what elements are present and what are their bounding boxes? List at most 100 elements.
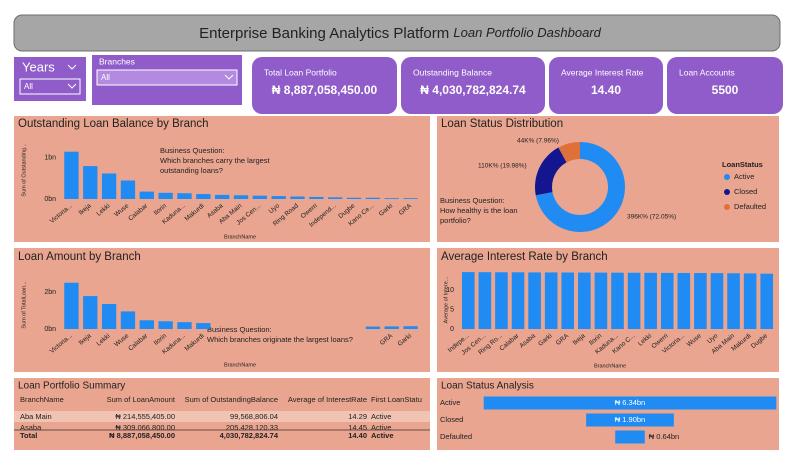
bar: [611, 272, 624, 329]
data-label: ₦ 6.34bn: [615, 398, 645, 407]
bar: [727, 273, 740, 329]
bar: [561, 272, 575, 329]
cell: Active: [371, 423, 391, 432]
y-axis-title: Average of Intere...: [443, 276, 449, 323]
legend-swatch: [724, 189, 730, 195]
bar: [594, 272, 608, 329]
bar: [64, 282, 79, 329]
funnel-bar: [586, 413, 674, 427]
y-tick-label: 0: [450, 326, 454, 333]
y-tick-label: 10: [446, 287, 454, 294]
funnel-bar: [615, 430, 645, 444]
bar: [158, 192, 173, 199]
kpi-value: 5500: [712, 83, 739, 97]
legend-label: Closed: [734, 187, 757, 196]
chart-title: Loan Amount by Branch: [18, 251, 141, 263]
donut-slice: [558, 142, 580, 163]
column-header: Sum of OutstandingBalance: [185, 395, 278, 404]
donut-slice: [535, 142, 625, 233]
bar: [101, 173, 117, 199]
kpi-value: ₦ 4,030,782,824.74: [420, 83, 526, 97]
cell: 205,428,120.33: [226, 423, 278, 432]
bar: [290, 196, 305, 199]
legend-label: Defaulted: [734, 202, 766, 211]
chart-title: Loan Status Analysis: [441, 381, 534, 392]
bar: [120, 311, 136, 329]
header-bar: [13, 14, 781, 52]
bar: [177, 322, 192, 329]
data-label: 396K% (72.05%): [627, 214, 676, 221]
bar: [177, 193, 192, 199]
bar: [677, 272, 691, 329]
bar: [660, 272, 674, 329]
y-tick-label: 0bn: [44, 196, 56, 203]
bar: [528, 272, 541, 329]
bar: [384, 326, 399, 329]
bar: [64, 151, 79, 199]
kpi-label: Average Interest Rate: [561, 67, 644, 77]
bar: [139, 191, 154, 199]
slicer-value: All: [24, 82, 33, 91]
bar: [544, 272, 558, 329]
y-tick-label: 0bn: [44, 326, 56, 333]
data-label: 110K% (19.98%): [478, 163, 527, 170]
bar: [403, 198, 418, 199]
bar: [495, 272, 508, 329]
bar: [252, 195, 268, 199]
table-title: Loan Portfolio Summary: [18, 381, 125, 392]
total-row-bg: [14, 430, 430, 442]
legend-title: LoanStatus: [722, 160, 763, 169]
cell: ₦ 309,066,800.00: [115, 423, 175, 432]
y-tick-label: 2bn: [44, 289, 56, 296]
bar: [328, 197, 343, 199]
bar: [461, 272, 475, 329]
bar: [384, 198, 399, 199]
kpi-label: Outstanding Balance: [413, 67, 492, 77]
slicer-label: Branches: [99, 56, 135, 66]
cell: ₦ 214,555,405.00: [115, 412, 175, 421]
y-tick-label: 5: [450, 306, 454, 313]
x-axis-title: BranchName: [594, 363, 626, 369]
chevron: [224, 74, 234, 80]
kpi-label: Loan Accounts: [679, 67, 735, 77]
dropdown[interactable]: [96, 69, 238, 86]
dropdown[interactable]: [19, 78, 81, 95]
funnel-bar: [483, 396, 777, 410]
kpi-value: ₦ 8,887,058,450.00: [272, 83, 378, 97]
data-label: 44K% (7.96%): [517, 138, 559, 145]
bar: [365, 197, 381, 199]
bar: [346, 197, 362, 199]
bar: [83, 296, 98, 329]
x-axis-title: BranchName: [224, 234, 256, 240]
bar: [214, 194, 230, 199]
column-header: Sum of LoanAmount: [107, 395, 176, 404]
bar: [710, 273, 724, 329]
chart-title: Outstanding Loan Balance by Branch: [18, 118, 209, 130]
row-bg: [14, 411, 430, 422]
total-cell: Total: [20, 431, 37, 440]
bar: [365, 326, 381, 329]
kpi-card: [549, 57, 663, 114]
header-title: Enterprise Banking Analytics Platform: [199, 25, 449, 42]
chevron: [67, 83, 77, 89]
data-label: ₦ 1.90bn: [615, 415, 645, 424]
bar: [403, 326, 418, 329]
data-label: ₦ 0.64bn: [649, 432, 679, 441]
cell: Aba Main: [20, 412, 52, 421]
category-label: Active: [440, 398, 460, 407]
cell: Asaba: [20, 423, 42, 432]
chart-title: Average Interest Rate by Branch: [441, 251, 608, 263]
total-cell: ₦ 8,887,058,450.00: [109, 431, 175, 440]
y-axis-title: Sum of Outstanding...: [21, 143, 27, 197]
bar: [478, 272, 492, 329]
header-text: Enterprise Banking Analytics Platform Lo…: [199, 25, 601, 42]
bar: [627, 272, 641, 329]
bar: [196, 194, 211, 199]
annotation: Business Question:: [160, 146, 225, 155]
legend-swatch: [724, 204, 730, 210]
bar: [139, 320, 154, 329]
x-axis-title: BranchName: [224, 362, 256, 368]
annotation: portfolio?: [440, 216, 471, 225]
category-label: Closed: [440, 415, 463, 424]
legend-label: Active: [734, 172, 754, 181]
